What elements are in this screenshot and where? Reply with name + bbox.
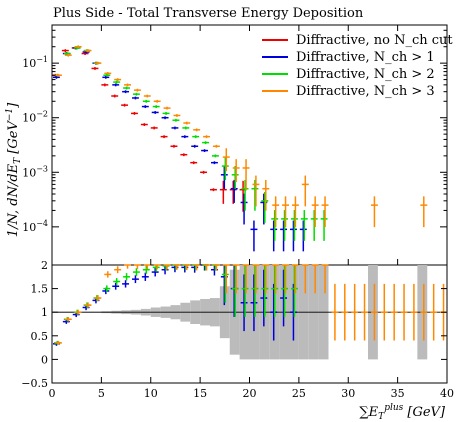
y-ratio-tick-label: −0.5	[21, 377, 48, 390]
ratio-series-group	[54, 264, 447, 345]
y-ratio-tick-label: 1	[41, 306, 48, 319]
axes-layer: 0 5 10 15 20 25 30 35 40−0.500.511.5210−410−310−…	[21, 25, 454, 400]
legend-entry-label: Diffractive, N_ch > 1	[296, 50, 435, 65]
main-plot-layer	[52, 45, 428, 252]
y-ratio-tick-label: 1.5	[31, 283, 49, 296]
x-tick-label: 40	[440, 387, 454, 400]
legend-entry-label: Diffractive, N_ch > 2	[296, 67, 435, 82]
x-tick-label: 30	[341, 387, 355, 400]
y-main-tick-label: 10−3	[22, 164, 48, 179]
x-tick-label: 25	[292, 387, 306, 400]
y-ratio-tick-label: 0	[41, 353, 48, 366]
x-tick-label: 35	[391, 387, 405, 400]
legend: Diffractive, no N_ch cut Diffractive, N_c…	[262, 33, 453, 99]
y-ratio-tick-label: 2	[41, 259, 48, 272]
ratio-series-group	[52, 264, 297, 346]
y-ratio-tick-label: 0.5	[31, 330, 49, 343]
x-tick-label: 5	[98, 387, 105, 400]
y-main-tick-label: 10−4	[22, 219, 48, 234]
chart-title: Plus Side - Total Transverse Energy Depo…	[53, 6, 364, 21]
legend-entry-label: Diffractive, N_ch > 3	[296, 84, 435, 99]
legend-entry-label: Diffractive, no N_ch cut	[296, 33, 453, 48]
x-tick-label: 10	[144, 387, 158, 400]
series-group	[52, 46, 307, 252]
series-group	[54, 45, 428, 228]
y-main-tick-label: 10−1	[22, 55, 48, 70]
series-group	[52, 46, 247, 212]
ratio-plot-layer	[52, 264, 447, 360]
x-tick-label: 0	[49, 387, 56, 400]
x-axis-label: ∑ETplus [GeV]	[359, 403, 446, 422]
x-tick-label: 20	[243, 387, 257, 400]
x-tick-label: 15	[193, 387, 207, 400]
y-main-tick-label: 10−2	[22, 110, 48, 125]
y-axis-label: 1/N, dN/dET [GeV−1]	[5, 102, 23, 237]
series-group	[53, 46, 328, 241]
